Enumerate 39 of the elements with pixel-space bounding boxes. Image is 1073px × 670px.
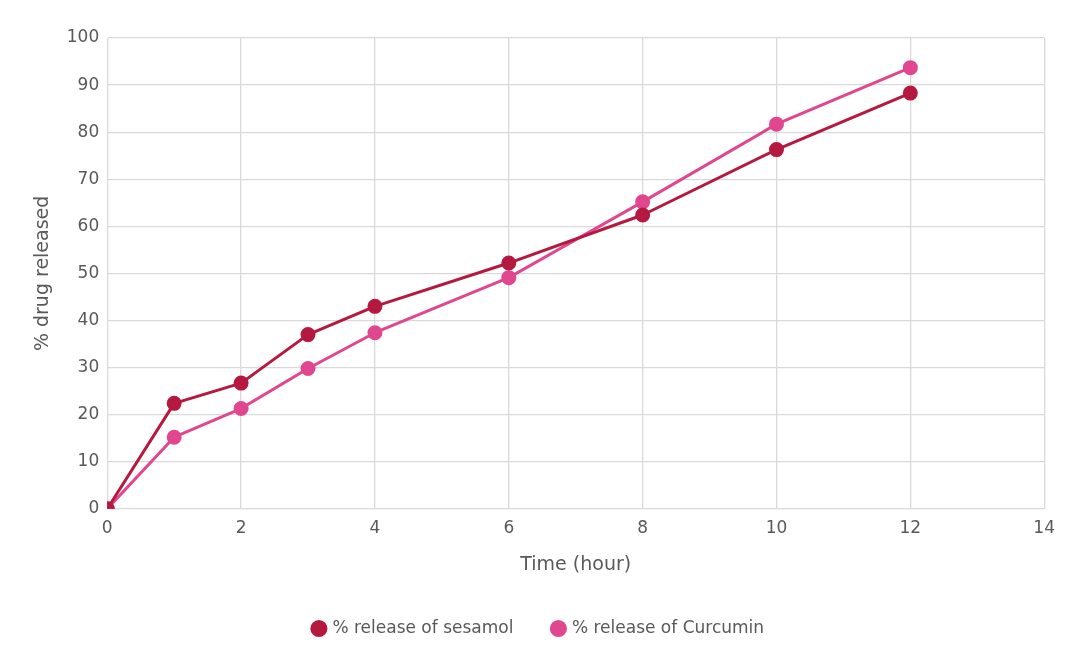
x-tick-label: 0 xyxy=(101,517,113,538)
y-tick-label: 10 xyxy=(77,450,100,471)
y-axis-title: % drug released xyxy=(30,195,53,352)
legend-label: % release of sesamol xyxy=(332,616,514,637)
legend-label: % release of Curcumin xyxy=(571,616,765,637)
y-tick-label: 60 xyxy=(77,214,100,235)
point xyxy=(768,116,784,132)
point xyxy=(166,395,182,411)
y-tick-label: 40 xyxy=(77,308,100,329)
point xyxy=(902,85,918,101)
y-tick-label: 80 xyxy=(77,120,100,141)
x-tick-label: 12 xyxy=(899,517,922,538)
point xyxy=(233,401,249,417)
y-tick-label: 90 xyxy=(77,73,100,94)
point xyxy=(501,270,517,286)
y-tick-label: 20 xyxy=(77,403,100,424)
x-axis-title: Time (hour) xyxy=(519,551,632,574)
point xyxy=(902,60,918,76)
x-tick-label: 10 xyxy=(765,517,788,538)
x-tick-label: 2 xyxy=(235,517,247,538)
y-tick-label: 0 xyxy=(88,497,100,518)
point xyxy=(233,375,249,391)
point xyxy=(166,429,182,445)
point xyxy=(300,361,316,376)
point xyxy=(367,298,383,314)
point xyxy=(635,207,651,223)
y-tick-label: 50 xyxy=(77,261,100,282)
x-tick-label: 6 xyxy=(503,517,515,538)
y-tick-label: 30 xyxy=(77,355,100,376)
point xyxy=(367,325,383,341)
point xyxy=(768,142,784,158)
point xyxy=(300,327,316,343)
x-tick-label: 8 xyxy=(637,517,649,538)
y-tick-label: 70 xyxy=(77,167,100,188)
x-tick-label: 14 xyxy=(1033,517,1055,538)
point xyxy=(635,194,651,210)
x-tick-label: 4 xyxy=(369,517,381,538)
y-tick-label: 100 xyxy=(66,26,100,47)
point xyxy=(501,255,517,271)
